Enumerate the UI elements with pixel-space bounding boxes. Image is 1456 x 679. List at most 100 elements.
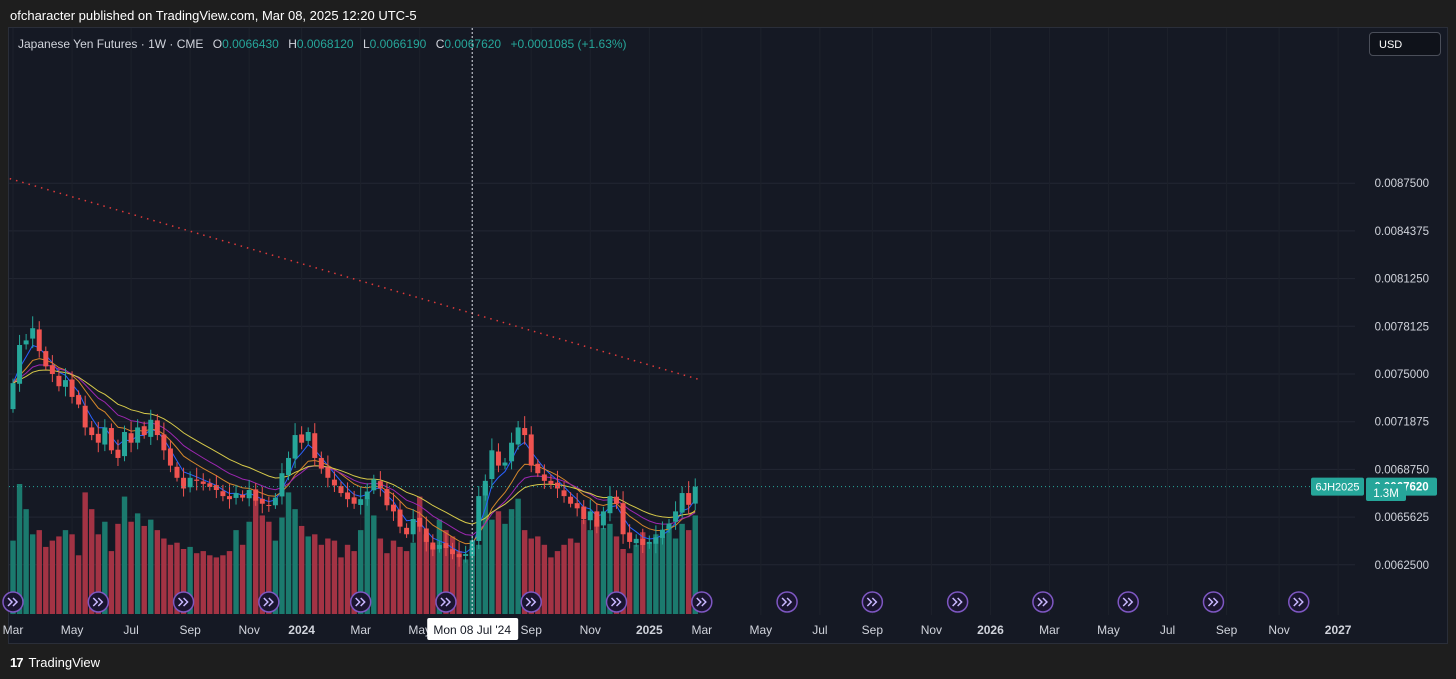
volume-bar [62, 530, 69, 614]
event-arrows [355, 597, 366, 607]
volume-bar [285, 492, 292, 614]
candle-body [69, 379, 75, 397]
volume-bar [436, 519, 443, 614]
event-marker-icon [861, 591, 884, 613]
candles [10, 316, 698, 567]
low-value: 0.0066190 [369, 37, 427, 51]
candle-body [673, 511, 679, 522]
event-arrows [866, 597, 878, 607]
candle-body [509, 442, 515, 462]
x-tick-label: 2025 [636, 623, 663, 637]
candle-body [515, 427, 521, 445]
candle-body [141, 426, 147, 436]
candle-body [364, 491, 370, 500]
candle-body [377, 481, 383, 489]
event-arrows [1122, 597, 1134, 607]
volume-bar [462, 559, 469, 614]
candle-body [371, 479, 377, 491]
candle-body [620, 503, 626, 535]
volume-bar [607, 523, 613, 614]
candle-body [30, 328, 36, 339]
candle-body [286, 457, 292, 476]
event-arrows [781, 597, 793, 607]
volume-bar [226, 551, 233, 614]
event-markers [2, 591, 1310, 613]
volume-bar [279, 517, 285, 614]
candle-body [390, 504, 396, 512]
candle-body [633, 538, 639, 544]
ma-long-line [12, 369, 696, 525]
candle-body [594, 511, 600, 527]
event-arrows [178, 597, 189, 607]
candle-body [679, 493, 685, 513]
volume-bar [561, 544, 567, 614]
ma-medium-line [12, 358, 696, 545]
candle-body [108, 428, 114, 451]
candle-body [312, 433, 318, 458]
volume-bar [659, 536, 666, 614]
symbol-tag: 6JH2025 [1315, 482, 1359, 494]
volume-bar [403, 551, 410, 614]
candle-body [36, 329, 42, 352]
volume-bar [331, 540, 338, 614]
event-marker-icon [87, 591, 110, 613]
event-marker-icon [172, 591, 195, 613]
volume-bar [685, 530, 692, 614]
currency-button[interactable]: USD [1369, 32, 1441, 56]
candle-body [482, 480, 488, 496]
event-marker-icon [1202, 591, 1225, 613]
volume-bar [528, 538, 534, 614]
x-tick-label: May [750, 623, 773, 637]
candle-body [187, 477, 193, 488]
event-marker-icon [605, 591, 628, 613]
volume-bar [646, 542, 653, 614]
event-arrows [525, 597, 537, 607]
volume-bar [10, 540, 16, 614]
tradingview-brand[interactable]: 17 TradingView [10, 655, 100, 670]
x-tick-label: 2026 [977, 623, 1004, 637]
candle-body [358, 499, 364, 505]
volume-bar [600, 528, 607, 614]
event-arrows [440, 597, 452, 607]
close-label: C [435, 37, 445, 51]
candle-body [128, 433, 134, 443]
event-arrows [7, 597, 19, 607]
ohlc-legend: Japanese Yen Futures · 1W · CME O0.00664… [18, 37, 627, 51]
candle-body [548, 480, 554, 484]
volume-bar [338, 557, 344, 614]
volume-bar [161, 538, 167, 614]
time-axis: Mar May Jul Sep Nov 2024 Mar May Sep Nov 2025 Mar Ma… [3, 623, 1352, 637]
candle-body [89, 427, 95, 436]
volume-bar [351, 551, 357, 614]
candle-body [181, 477, 187, 489]
volume-bar [312, 534, 318, 614]
candle-body [600, 511, 606, 526]
candle-body [476, 496, 482, 541]
volume-bar [594, 519, 600, 614]
candle-body [318, 457, 324, 469]
candle-body [325, 467, 331, 478]
candle-body [351, 497, 357, 504]
candle-body [135, 427, 141, 443]
volume-bar [620, 549, 626, 614]
footer: 17 TradingView [0, 644, 1456, 679]
volume-bar [174, 542, 180, 614]
volume-bar [574, 542, 580, 614]
candle-body [568, 496, 574, 504]
event-arrows [696, 597, 707, 607]
volume-bar [128, 521, 134, 614]
volume-bar [148, 519, 154, 614]
candle-body [253, 489, 259, 501]
tradingview-logo-icon: 17 [10, 655, 24, 670]
candle-body [338, 486, 344, 494]
ma-fast-line [12, 344, 696, 554]
volume-bar [482, 484, 489, 614]
volume-bar [567, 538, 574, 614]
volume-bar [292, 509, 298, 614]
event-arrows [952, 597, 963, 607]
brand-name: TradingView [28, 655, 101, 670]
volume-bar [102, 521, 108, 614]
volume-bar [259, 515, 265, 614]
volume-bar [456, 551, 462, 614]
